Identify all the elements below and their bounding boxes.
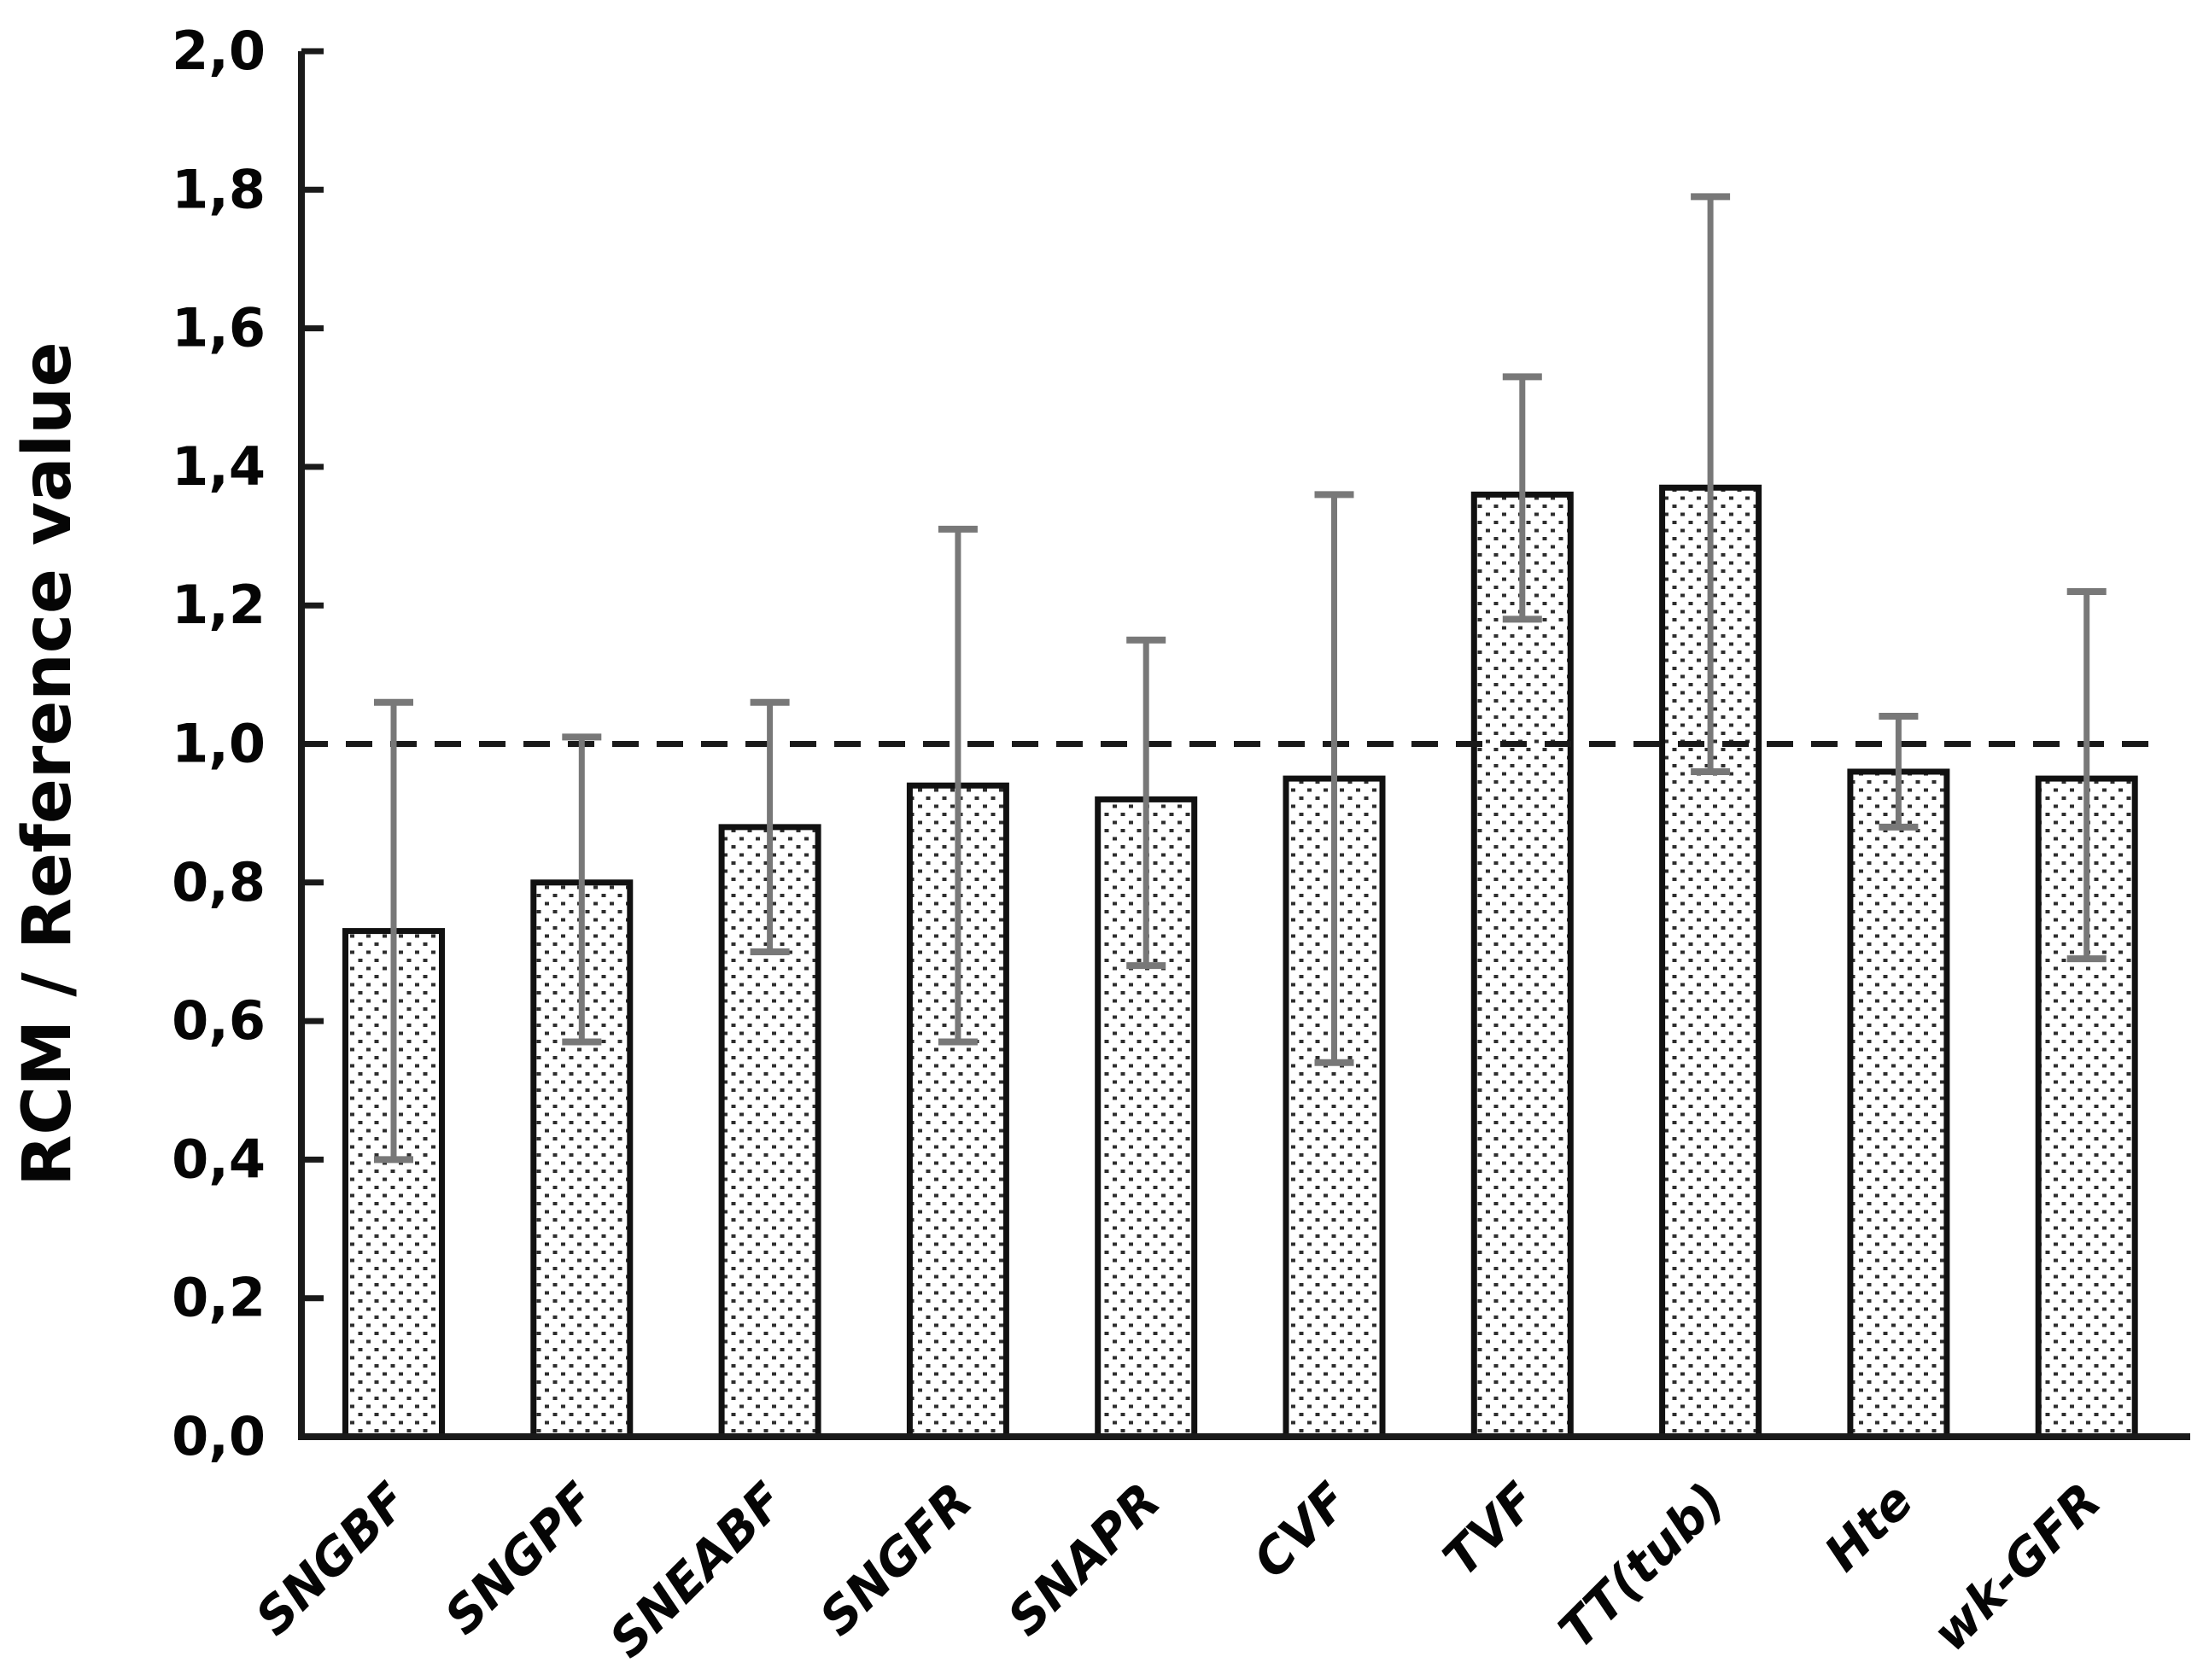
x-category-label: wk-GFR <box>1921 1472 2113 1663</box>
y-tick-label: 1,6 <box>172 297 266 359</box>
y-tick-label: 0,0 <box>172 1405 266 1467</box>
x-category-label: SNEABF <box>599 1472 796 1669</box>
y-tick-label: 1,4 <box>172 435 266 498</box>
y-tick-label: 2,0 <box>172 20 266 82</box>
y-tick-label: 1,8 <box>172 158 266 220</box>
x-category-label: CVF <box>1242 1472 1359 1590</box>
y-tick-label: 0,2 <box>172 1267 266 1329</box>
y-tick-label: 0,6 <box>172 989 266 1052</box>
bar <box>1847 768 1950 1440</box>
x-category-label: SNGFR <box>809 1472 984 1647</box>
x-category-label: SNGPF <box>434 1472 608 1646</box>
y-axis-title: RCM / Reference value <box>9 341 86 1186</box>
bars-group <box>342 484 2138 1440</box>
y-tick-label: 0,8 <box>172 851 266 913</box>
bar <box>1470 491 1574 1440</box>
error-bars-group <box>374 193 2107 1164</box>
y-axis-ticks-group: 0,0 0,2 0,4 0,6 0,8 1,0 1,2 1,4 1,6 1,8 2,0 <box>172 20 324 1467</box>
bar <box>906 782 1009 1440</box>
y-tick-label: 0,4 <box>172 1128 266 1190</box>
y-tick-label: 1,0 <box>172 713 266 775</box>
x-category-label: SNAPR <box>996 1472 1172 1647</box>
y-tick-label: 1,2 <box>172 574 266 636</box>
x-category-label: TT(tub) <box>1547 1472 1736 1660</box>
x-category-label: SNGBF <box>244 1472 419 1647</box>
x-category-label: TVF <box>1432 1472 1548 1588</box>
x-category-label: Hte <box>1813 1472 1924 1583</box>
